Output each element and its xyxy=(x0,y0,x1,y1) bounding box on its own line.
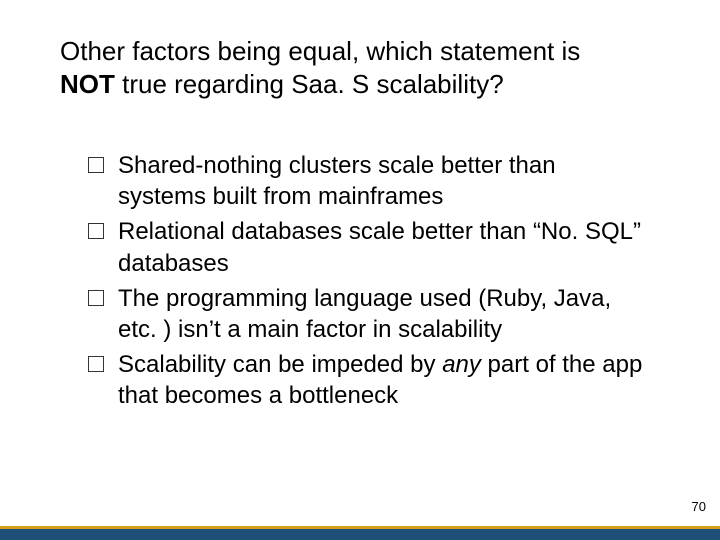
option-text-italic: any xyxy=(442,351,481,378)
checkbox-icon[interactable] xyxy=(88,157,104,173)
option-row: The programming language used (Ruby, Jav… xyxy=(88,283,670,345)
option-text: The programming language used (Ruby, Jav… xyxy=(118,283,648,345)
question-post: true regarding Saa. S scalability? xyxy=(115,69,504,99)
options-list: Shared-nothing clusters scale better tha… xyxy=(60,150,670,412)
question-text: Other factors being equal, which stateme… xyxy=(60,35,620,100)
checkbox-icon[interactable] xyxy=(88,356,104,372)
footer-bar xyxy=(0,526,720,540)
checkbox-icon[interactable] xyxy=(88,223,104,239)
option-text: Relational databases scale better than “… xyxy=(118,216,648,278)
option-text-pre: Scalability can be impeded by xyxy=(118,351,442,378)
question-bold: NOT xyxy=(60,69,115,99)
slide-container: Other factors being equal, which stateme… xyxy=(0,0,720,540)
page-number: 70 xyxy=(692,499,706,514)
option-text: Shared-nothing clusters scale better tha… xyxy=(118,150,648,212)
option-text: Scalability can be impeded by any part o… xyxy=(118,349,648,411)
option-row: Shared-nothing clusters scale better tha… xyxy=(88,150,670,212)
checkbox-icon[interactable] xyxy=(88,290,104,306)
option-row: Relational databases scale better than “… xyxy=(88,216,670,278)
question-pre: Other factors being equal, which stateme… xyxy=(60,36,580,66)
option-row: Scalability can be impeded by any part o… xyxy=(88,349,670,411)
